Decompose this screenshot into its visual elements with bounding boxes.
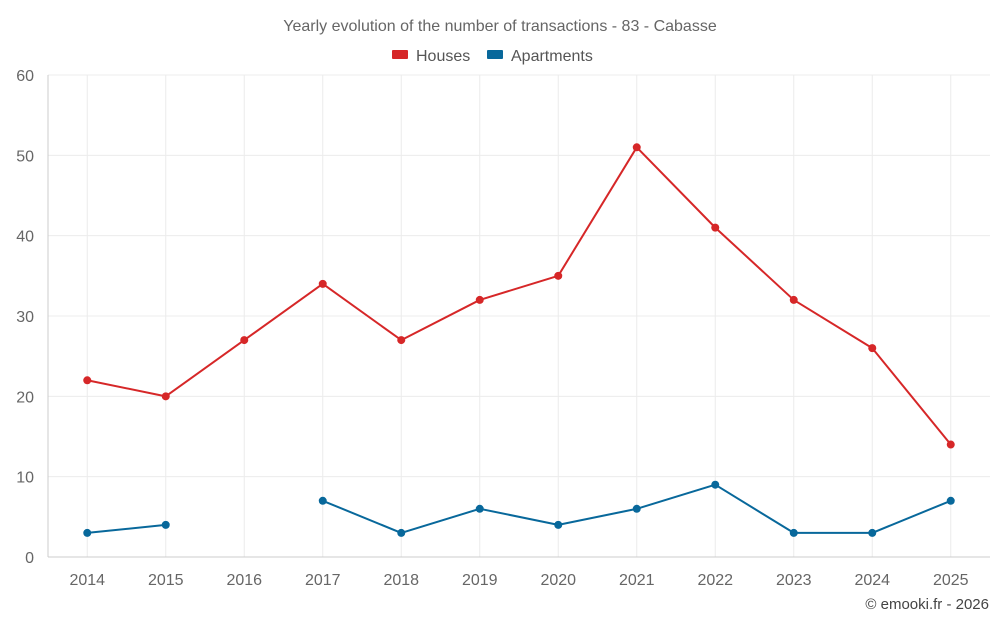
data-point-apartments[interactable]: [475, 504, 484, 513]
legend-swatch-apartments: [487, 50, 503, 59]
series-houses: [83, 143, 955, 449]
data-point-apartments[interactable]: [868, 528, 877, 537]
data-point-houses[interactable]: [83, 376, 92, 385]
data-point-apartments[interactable]: [789, 528, 798, 537]
x-tick-label: 2025: [933, 572, 969, 589]
grid: [48, 74, 990, 557]
data-point-houses[interactable]: [711, 223, 720, 232]
data-point-apartments[interactable]: [318, 496, 327, 505]
data-point-apartments[interactable]: [83, 528, 92, 537]
chart-title: Yearly evolution of the number of transa…: [283, 18, 717, 35]
legend-item-houses[interactable]: Houses: [392, 48, 470, 65]
y-tick-label: 0: [25, 550, 34, 567]
data-point-apartments[interactable]: [161, 520, 170, 529]
y-tick-label: 10: [16, 470, 34, 487]
x-tick-label: 2021: [619, 572, 655, 589]
data-point-houses[interactable]: [397, 336, 406, 345]
data-point-apartments[interactable]: [711, 480, 720, 489]
credit-text: © emooki.fr - 2026: [865, 596, 989, 613]
legend-label-houses: Houses: [416, 48, 470, 65]
x-tick-label: 2024: [854, 572, 890, 589]
axes: [47, 75, 990, 558]
data-point-houses[interactable]: [240, 336, 249, 345]
x-tick-label: 2017: [305, 572, 341, 589]
y-tick-label: 60: [16, 68, 34, 85]
x-tick-label: 2016: [226, 572, 262, 589]
series-line-apartments: [87, 523, 166, 534]
data-point-apartments[interactable]: [946, 496, 955, 505]
series-line-houses: [87, 146, 952, 446]
x-tick-label: 2015: [148, 572, 184, 589]
data-point-apartments[interactable]: [554, 520, 563, 529]
y-tick-label: 20: [16, 389, 34, 406]
legend-label-apartments: Apartments: [511, 48, 593, 65]
x-tick-label: 2018: [383, 572, 419, 589]
y-axis-ticks: 0 10 20 30 40 50 60: [16, 68, 34, 567]
data-point-houses[interactable]: [475, 295, 484, 304]
legend-swatch-houses: [392, 50, 408, 59]
data-point-houses[interactable]: [946, 440, 955, 449]
data-point-houses[interactable]: [789, 295, 798, 304]
data-point-houses[interactable]: [318, 279, 327, 288]
x-tick-label: 2014: [69, 572, 105, 589]
x-tick-label: 2019: [462, 572, 498, 589]
legend-item-apartments[interactable]: Apartments: [487, 48, 593, 65]
y-tick-label: 50: [16, 148, 34, 165]
data-point-houses[interactable]: [554, 271, 563, 280]
series-apartments: [83, 480, 955, 537]
legend: Houses Apartments: [392, 48, 593, 65]
x-tick-label: 2022: [697, 572, 733, 589]
x-tick-label: 2020: [540, 572, 576, 589]
data-point-houses[interactable]: [161, 392, 170, 401]
y-tick-label: 40: [16, 229, 34, 246]
data-point-apartments[interactable]: [632, 504, 641, 513]
series: [83, 143, 955, 537]
data-point-apartments[interactable]: [397, 528, 406, 537]
y-tick-label: 30: [16, 309, 34, 326]
x-axis-ticks: 2014 2015 2016 2017 2018 2019 2020 2021 2022 2023…: [69, 572, 968, 589]
x-tick-label: 2023: [776, 572, 812, 589]
data-point-houses[interactable]: [632, 143, 641, 152]
data-point-houses[interactable]: [868, 344, 877, 353]
